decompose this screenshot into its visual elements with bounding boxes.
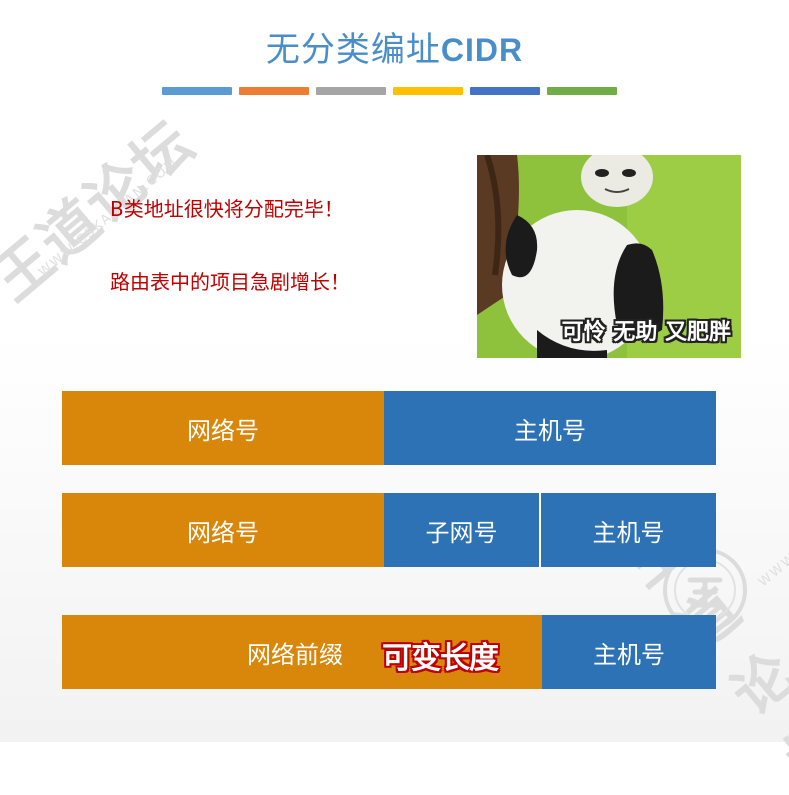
address-row-cidr: 网络前缀 可变长度 主机号 (62, 615, 716, 689)
panda-meme-icon (477, 155, 741, 358)
variable-length-label: 可变长度 (382, 641, 499, 676)
watermark-right-site: WWW.CSKAOYAN.COM (755, 464, 789, 591)
meme-image: 可怜 无助 又肥胖 (477, 155, 741, 358)
host-segment: 主机号 (542, 615, 716, 689)
color-bar-1 (162, 87, 232, 95)
subnet-segment: 子网号 (384, 493, 539, 567)
color-bar-3 (316, 87, 386, 95)
network-prefix-segment: 网络前缀 可变长度 (62, 615, 542, 689)
color-bar-2 (239, 87, 309, 95)
address-row-classful: 网络号 主机号 (62, 391, 716, 465)
address-row-subnetted: 网络号 子网号 主机号 (62, 493, 716, 567)
note-routing-table-growth: 路由表中的项目急剧增长！ (110, 270, 350, 294)
title-text: 无分类编址 (265, 30, 441, 70)
meme-caption: 可怜 无助 又肥胖 (561, 320, 731, 345)
note-b-class-exhausted: B类地址很快将分配完毕！ (110, 197, 344, 221)
network-segment: 网络号 (62, 391, 384, 465)
network-segment: 网络号 (62, 493, 384, 567)
color-bar-4 (393, 87, 463, 95)
network-prefix-label: 网络前缀 (247, 640, 343, 669)
color-bar-6 (547, 87, 617, 95)
slide-title: 无分类编址CIDR (0, 22, 789, 71)
host-segment: 主机号 (539, 493, 716, 567)
title-color-bars (162, 87, 617, 95)
host-segment: 主机号 (384, 391, 716, 465)
title-acronym: CIDR (440, 32, 524, 68)
color-bar-5 (470, 87, 540, 95)
